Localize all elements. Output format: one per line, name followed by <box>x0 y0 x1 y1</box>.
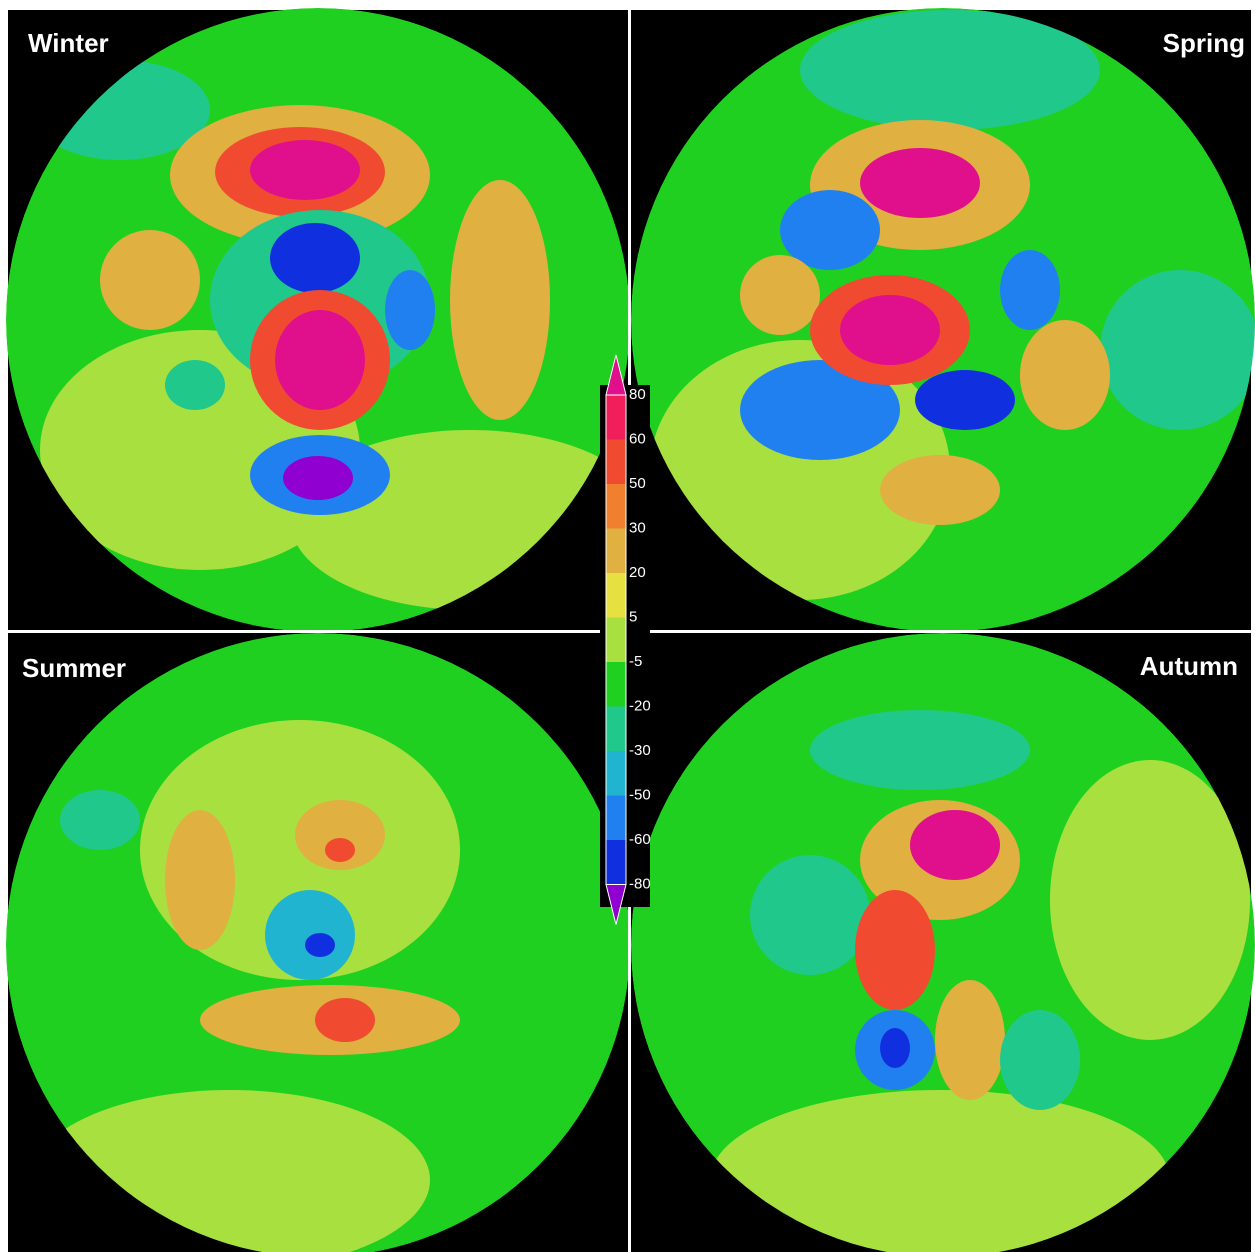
colorbar-label: -5 <box>629 653 642 670</box>
colorbar-bin <box>606 573 626 618</box>
colorbar-label: 5 <box>629 608 637 625</box>
colorbar-label: 20 <box>629 564 646 581</box>
colorbar-frame <box>605 394 627 885</box>
colorbar: 80 60 50 30 20 5 -5 -20 -30 -50 -60 -80 <box>605 354 651 925</box>
map-autumn <box>631 633 1255 1252</box>
colorbar-bin <box>606 528 626 573</box>
colorbar-bin <box>606 795 626 840</box>
colorbar-bin <box>606 840 626 885</box>
colorbar-label: -50 <box>629 786 651 803</box>
colorbar-label: -60 <box>629 831 651 848</box>
colorbar-bin <box>606 484 626 529</box>
map-spring <box>631 8 1255 632</box>
map-winter <box>6 8 630 632</box>
colorbar-label: 30 <box>629 519 646 536</box>
colorbar-label: -80 <box>629 875 651 892</box>
colorbar-bin <box>606 617 626 662</box>
panel-title: Winter <box>28 28 109 58</box>
colorbar-label: 80 <box>629 386 646 403</box>
panel-title: Summer <box>22 653 126 683</box>
colorbar-label: 50 <box>629 475 646 492</box>
colorbar-bin <box>606 395 626 440</box>
colorbar-bin <box>606 662 626 707</box>
colorbar-label: 60 <box>629 430 646 447</box>
colorbar-label: -20 <box>629 697 651 714</box>
panel-title: Autumn <box>1140 651 1238 681</box>
panel-title: Spring <box>1163 28 1245 58</box>
colorbar-bin <box>606 706 626 751</box>
colorbar-label: -30 <box>629 742 651 759</box>
colorbar-bin <box>606 439 626 484</box>
map-summer <box>6 633 630 1252</box>
colorbar-bin <box>606 751 626 796</box>
